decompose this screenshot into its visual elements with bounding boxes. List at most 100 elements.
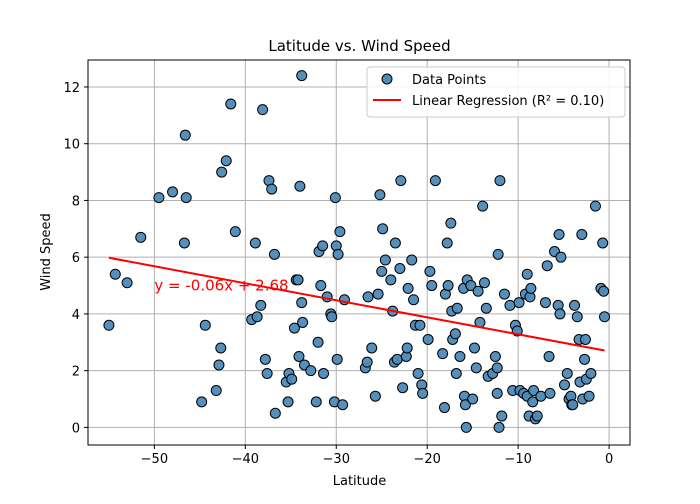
data-point xyxy=(286,373,298,385)
data-point xyxy=(589,200,601,212)
data-point xyxy=(321,291,333,303)
data-point xyxy=(366,342,378,354)
data-point xyxy=(282,396,294,408)
data-point xyxy=(451,302,463,314)
data-point xyxy=(521,268,533,280)
data-point xyxy=(266,183,278,195)
data-point xyxy=(292,274,304,286)
data-point xyxy=(317,240,329,252)
data-point xyxy=(583,390,595,402)
data-point xyxy=(569,299,581,311)
data-point xyxy=(293,350,305,362)
data-point xyxy=(478,277,490,289)
data-point xyxy=(437,348,449,360)
data-point xyxy=(315,280,327,292)
data-point xyxy=(153,192,165,204)
x-tick-label: −40 xyxy=(232,452,259,467)
y-tick-label: 6 xyxy=(72,251,80,266)
data-point xyxy=(406,254,418,266)
data-point xyxy=(362,291,374,303)
data-point xyxy=(496,410,508,422)
data-point xyxy=(491,362,503,374)
data-point xyxy=(296,297,308,309)
data-point xyxy=(109,268,121,280)
data-point xyxy=(528,385,540,397)
data-point xyxy=(491,387,503,399)
y-tick-label: 8 xyxy=(72,194,80,209)
data-point xyxy=(326,311,338,323)
y-tick-label: 12 xyxy=(63,81,80,96)
data-point xyxy=(401,342,413,354)
data-point xyxy=(467,393,479,405)
data-point xyxy=(468,342,480,354)
data-point xyxy=(541,260,553,272)
data-point xyxy=(331,353,343,365)
y-tick-label: 4 xyxy=(72,308,80,323)
data-point xyxy=(426,280,438,292)
data-point xyxy=(103,319,115,331)
data-point xyxy=(297,316,309,328)
data-point xyxy=(422,333,434,345)
data-point xyxy=(216,166,228,178)
grid-lines xyxy=(88,60,630,445)
data-point xyxy=(598,285,610,297)
plot-frame xyxy=(87,59,631,446)
data-point xyxy=(494,175,506,187)
data-point xyxy=(525,282,537,294)
y-tick-label: 2 xyxy=(72,365,80,380)
data-point xyxy=(199,319,211,331)
data-point xyxy=(376,265,388,277)
data-point xyxy=(424,265,436,277)
data-point xyxy=(229,226,241,238)
data-point xyxy=(480,302,492,314)
data-point xyxy=(369,390,381,402)
data-point xyxy=(215,342,227,354)
data-point xyxy=(492,248,504,260)
data-point xyxy=(571,311,583,323)
data-point xyxy=(361,356,373,368)
data-point xyxy=(329,192,341,204)
data-points-series xyxy=(103,70,611,433)
data-point xyxy=(567,399,579,411)
data-point xyxy=(531,410,543,422)
data-point xyxy=(179,129,191,141)
data-point xyxy=(135,231,147,243)
data-point xyxy=(599,311,611,323)
data-point xyxy=(408,294,420,306)
data-point xyxy=(576,228,588,240)
data-point xyxy=(310,396,322,408)
annotation-layer: y = -0.06x + 2.68 xyxy=(154,277,288,295)
legend-box xyxy=(366,66,626,118)
data-point xyxy=(377,223,389,235)
data-point xyxy=(539,297,551,309)
regression-line xyxy=(108,256,605,352)
data-point xyxy=(121,277,133,289)
data-point xyxy=(414,319,426,331)
data-point xyxy=(196,396,208,408)
data-point xyxy=(441,237,453,249)
data-point xyxy=(445,217,457,229)
data-point xyxy=(597,237,609,249)
data-point xyxy=(391,353,403,365)
data-point xyxy=(417,387,429,399)
data-point xyxy=(397,382,409,394)
data-point xyxy=(543,350,555,362)
chart-title: Latitude vs. Wind Speed xyxy=(268,37,450,55)
data-point xyxy=(374,189,386,201)
data-point xyxy=(394,263,406,275)
data-point xyxy=(337,399,349,411)
y-tick-label: 10 xyxy=(63,138,80,153)
data-point xyxy=(210,385,222,397)
data-point xyxy=(459,399,471,411)
data-point xyxy=(296,70,308,82)
legend-label-data-points: Data Points xyxy=(412,73,486,88)
data-point xyxy=(438,402,450,414)
data-point xyxy=(553,228,565,240)
x-axis-label: Latitude xyxy=(333,474,387,489)
data-point xyxy=(259,353,271,365)
data-point xyxy=(269,407,281,419)
data-point xyxy=(442,280,454,292)
data-point xyxy=(379,254,391,266)
